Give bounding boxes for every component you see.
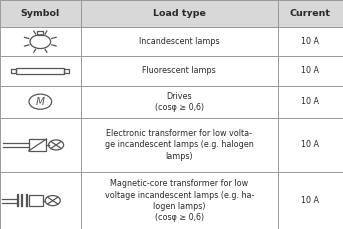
Bar: [278, 86, 343, 118]
Bar: [37, 31, 43, 35]
Bar: [81, 172, 278, 229]
Bar: [0, 0, 81, 27]
Bar: [29, 195, 43, 206]
Bar: [11, 69, 16, 73]
Text: Load type: Load type: [153, 9, 206, 18]
Text: 10 A: 10 A: [301, 140, 319, 150]
Bar: [0, 27, 81, 56]
Text: 10 A: 10 A: [301, 66, 319, 76]
Text: Drives
(cosφ ≥ 0,6): Drives (cosφ ≥ 0,6): [155, 92, 204, 112]
Bar: [81, 27, 278, 56]
Bar: [81, 0, 278, 27]
Bar: [81, 118, 278, 172]
Text: Magnetic-core transformer for low
voltage incandescent lamps (e.g. ha-
logen lam: Magnetic-core transformer for low voltag…: [105, 180, 254, 222]
Text: Symbol: Symbol: [21, 9, 60, 18]
Bar: [64, 69, 69, 73]
Bar: [0, 86, 81, 118]
Text: 10 A: 10 A: [301, 37, 319, 46]
Bar: [278, 56, 343, 86]
Bar: [278, 0, 343, 27]
Bar: [278, 172, 343, 229]
Bar: [278, 118, 343, 172]
Bar: [278, 27, 343, 56]
Text: 10 A: 10 A: [301, 97, 319, 106]
Bar: [81, 86, 278, 118]
Bar: [28, 139, 46, 151]
Text: M: M: [36, 97, 45, 107]
Text: 10 A: 10 A: [301, 196, 319, 205]
Text: Electronic transformer for low volta-
ge incandescent lamps (e.g. halogen
lamps): Electronic transformer for low volta- ge…: [105, 129, 253, 161]
Bar: [81, 56, 278, 86]
Bar: [0, 56, 81, 86]
Text: Incandescent lamps: Incandescent lamps: [139, 37, 220, 46]
Bar: [16, 68, 64, 74]
Text: Fluorescent lamps: Fluorescent lamps: [142, 66, 216, 76]
Text: Current: Current: [290, 9, 331, 18]
Bar: [0, 118, 81, 172]
Bar: [0, 172, 81, 229]
